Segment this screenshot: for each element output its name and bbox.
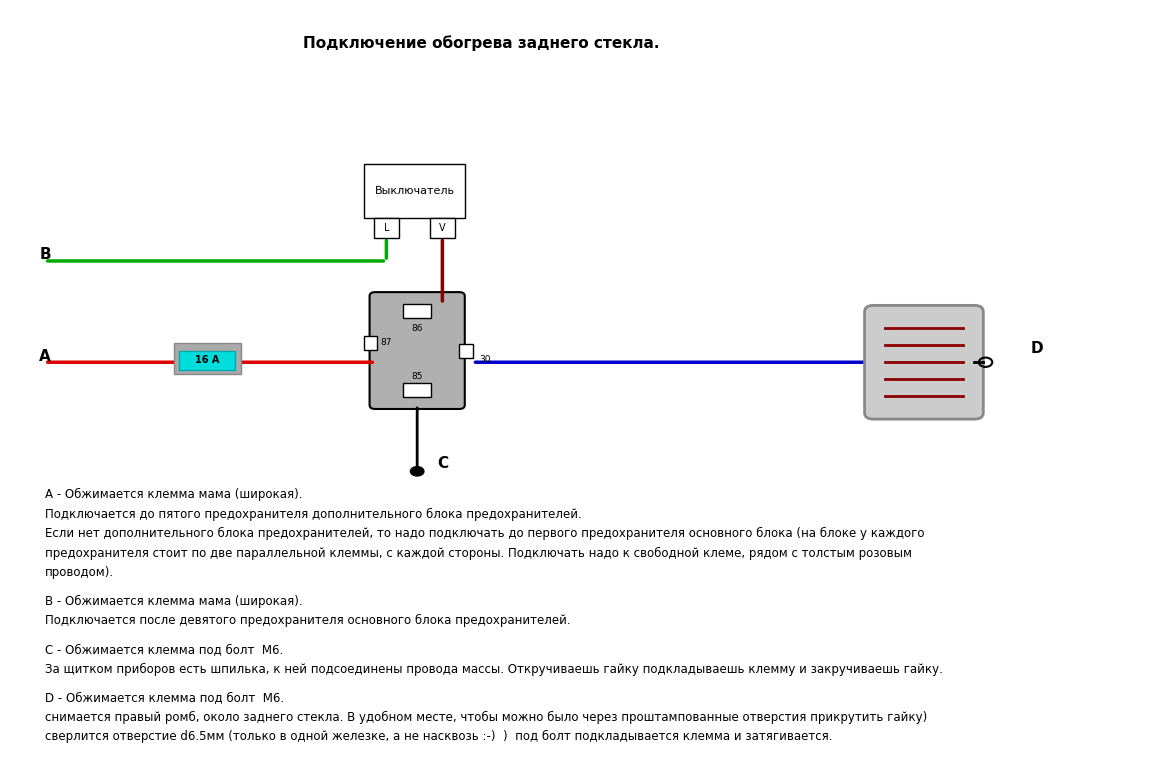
FancyBboxPatch shape xyxy=(364,164,465,218)
Text: A: A xyxy=(39,348,51,364)
Text: В - Обжимается клемма мама (широкая).: В - Обжимается клемма мама (широкая). xyxy=(45,595,302,608)
Text: За щитком приборов есть шпилька, к ней подсоединены провода массы. Откручиваешь : За щитком приборов есть шпилька, к ней п… xyxy=(45,663,943,675)
FancyBboxPatch shape xyxy=(374,218,399,238)
Text: L: L xyxy=(384,223,389,233)
Text: снимается правый ромб, около заднего стекла. В удобном месте, чтобы можно было ч: снимается правый ромб, около заднего сте… xyxy=(45,711,927,724)
Text: C: C xyxy=(437,456,448,471)
Text: 85: 85 xyxy=(412,372,423,381)
Text: А - Обжимается клемма мама (широкая).: А - Обжимается клемма мама (широкая). xyxy=(45,488,302,501)
Bar xyxy=(459,344,472,358)
Circle shape xyxy=(411,467,423,476)
Bar xyxy=(364,336,377,350)
Text: сверлится отверстие d6.5мм (только в одной железке, а не насквозь :-)  )  под бо: сверлится отверстие d6.5мм (только в одн… xyxy=(45,731,832,743)
Bar xyxy=(403,304,432,318)
Text: Подключение обогрева заднего стекла.: Подключение обогрева заднего стекла. xyxy=(303,35,659,51)
Text: предохранителя стоит по две параллельной клеммы, с каждой стороны. Подключать на: предохранителя стоит по две параллельной… xyxy=(45,547,912,559)
Text: D: D xyxy=(1031,340,1042,356)
Bar xyxy=(403,383,432,397)
Text: B: B xyxy=(39,247,51,263)
Text: Подключается до пятого предохранителя дополнительного блока предохранителей.: Подключается до пятого предохранителя до… xyxy=(45,508,582,520)
Text: 87: 87 xyxy=(381,338,392,347)
FancyBboxPatch shape xyxy=(864,305,983,419)
Text: проводом).: проводом). xyxy=(45,566,113,579)
Text: D - Обжимается клемма под болт  М6.: D - Обжимается клемма под болт М6. xyxy=(45,692,283,704)
Text: 30: 30 xyxy=(479,355,491,365)
Bar xyxy=(174,343,241,374)
Bar xyxy=(179,351,235,370)
Text: Если нет дополнительного блока предохранителей, то надо подключать до первого пр: Если нет дополнительного блока предохран… xyxy=(45,527,924,540)
Text: С - Обжимается клемма под болт  М6.: С - Обжимается клемма под болт М6. xyxy=(45,643,283,656)
FancyBboxPatch shape xyxy=(369,292,465,409)
Text: Выключатель: Выключатель xyxy=(375,186,455,196)
FancyBboxPatch shape xyxy=(430,218,455,238)
Text: Подключается после девятого предохранителя основного блока предохранителей.: Подключается после девятого предохраните… xyxy=(45,615,570,627)
Text: 86: 86 xyxy=(412,324,423,333)
Text: V: V xyxy=(439,223,445,233)
Text: 16 А: 16 А xyxy=(196,355,220,365)
